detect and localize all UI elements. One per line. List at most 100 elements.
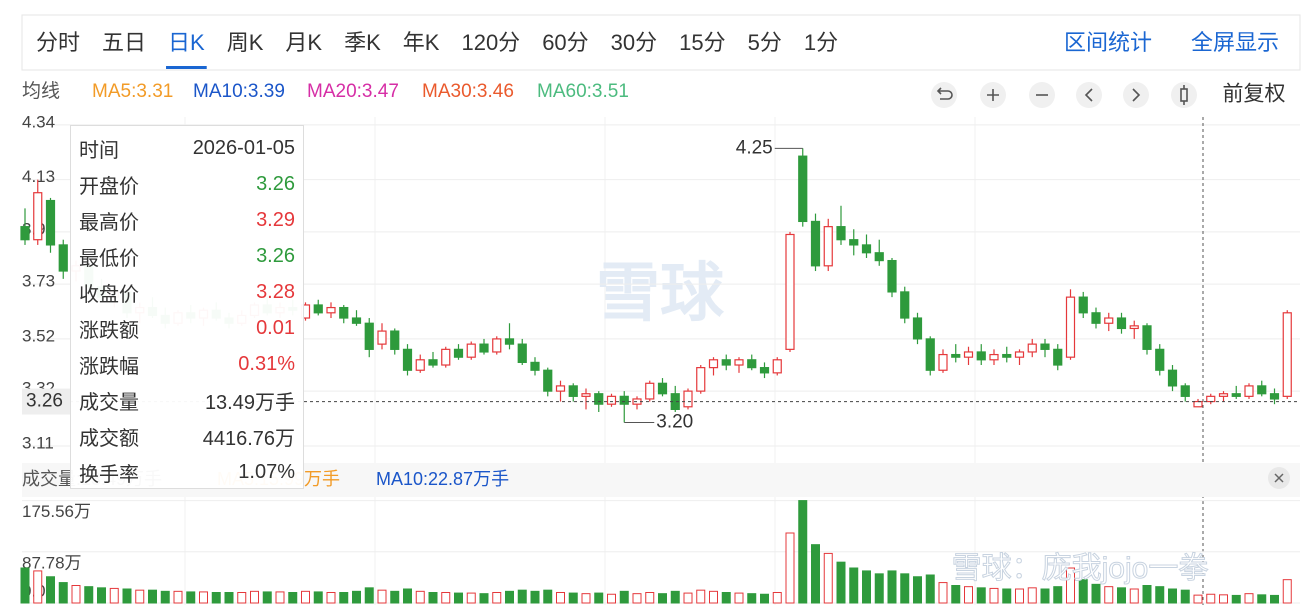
volume-bar [403, 588, 412, 604]
candle-body [785, 233, 795, 350]
tab[interactable]: 60分 [542, 30, 588, 55]
volume-bar [288, 592, 298, 604]
candle-body [708, 359, 719, 369]
candle-body [938, 353, 948, 371]
candle-body [58, 244, 68, 272]
tooltip-label: 时间 [79, 139, 119, 162]
volume-bar [1180, 589, 1190, 604]
candle-button[interactable] [1171, 82, 1197, 108]
volume-bar [262, 591, 272, 604]
volume-bar [352, 590, 361, 604]
fullscreen[interactable]: 全屏显示 [1191, 30, 1279, 55]
volume-bar [1066, 567, 1075, 604]
candle-body [645, 382, 655, 400]
close-icon [1274, 473, 1284, 483]
volume-bar [1270, 594, 1279, 604]
left-button[interactable] [1076, 82, 1102, 108]
candle-body [1206, 395, 1216, 403]
candle-body [1065, 296, 1076, 358]
volume-bar [913, 576, 922, 604]
tooltip-row: 换手率 1.07% [79, 454, 295, 490]
volume-bar [747, 593, 757, 604]
candle-body [1091, 312, 1101, 324]
volume-bar [862, 570, 871, 604]
volume-bar [1257, 594, 1267, 604]
tooltip-value: 4416.76万 [202, 427, 295, 450]
volume-bar [938, 582, 948, 604]
right-button[interactable] [1123, 82, 1149, 108]
volume-bar [849, 567, 859, 604]
tab[interactable]: 120分 [461, 30, 520, 55]
range-stats[interactable]: 区间统计 [1064, 30, 1152, 55]
candle-body [849, 239, 859, 246]
tooltip-value: 2026-01-05 [192, 136, 295, 159]
volume-bar [326, 592, 336, 604]
candle-body [1282, 312, 1292, 397]
y-tick-label: 4.13 [22, 167, 55, 186]
volume-bar [709, 590, 718, 604]
adjust-mode[interactable]: 前复权 [1223, 83, 1286, 106]
volume-bar [109, 587, 119, 604]
ma-legend: MA10:3.39 [193, 81, 285, 102]
volume-bar [1244, 593, 1254, 604]
tab[interactable]: 季K [344, 30, 381, 55]
volume-bar [951, 585, 961, 604]
candle-body [20, 226, 30, 241]
tab-bar [21, 14, 1301, 71]
tab[interactable]: 五日 [102, 30, 146, 55]
candle-body [1142, 325, 1152, 350]
volume-bar [1015, 588, 1024, 604]
volume-bar [1040, 588, 1050, 604]
candle-body [504, 338, 515, 345]
tooltip-row: 开盘价 3.26 [79, 166, 295, 202]
volume-bar [71, 585, 81, 604]
candle-body [479, 343, 489, 353]
y-tick-label: 87.78万 [22, 553, 82, 572]
volume-bar [466, 592, 476, 604]
undo-button[interactable] [931, 82, 957, 108]
candle-body [364, 322, 374, 350]
volume-bar [836, 561, 846, 604]
volume-bar [364, 587, 374, 604]
volume-bar [1078, 579, 1088, 604]
tab[interactable]: 年K [403, 30, 440, 55]
candle-body [594, 393, 604, 405]
volume-bar [1027, 587, 1037, 604]
ma-legend: MA30:3.46 [422, 81, 514, 102]
candle-body [1014, 351, 1025, 358]
tab[interactable]: 月K [285, 30, 322, 55]
volume-bar [1155, 586, 1165, 604]
candle-body [759, 367, 770, 374]
candle-body [326, 306, 336, 314]
tooltip-label: 成交额 [79, 427, 139, 450]
volume-bar [760, 593, 769, 604]
tab[interactable]: 周K [227, 30, 264, 55]
volume-bar [58, 582, 68, 604]
tab[interactable]: 15分 [679, 30, 725, 55]
candle-body [951, 353, 961, 358]
candle-body [441, 348, 451, 366]
volume-bar [1104, 586, 1114, 604]
candle-body [874, 252, 884, 262]
volume-bar [1219, 594, 1228, 604]
tooltip-value: 3.26 [256, 172, 295, 195]
candle-body [1027, 343, 1037, 353]
tooltip-label: 收盘价 [79, 283, 139, 306]
candle-body [963, 351, 974, 358]
volume-bar [530, 590, 540, 604]
tab[interactable]: 分时 [36, 30, 80, 55]
tooltip-label: 最低价 [79, 247, 139, 270]
tooltip-label: 换手率 [79, 463, 139, 486]
tab[interactable]: 日K [168, 30, 205, 55]
candle-body [492, 338, 502, 353]
volume-bar [1206, 593, 1216, 604]
volume-bar [989, 587, 999, 604]
tooltip-value: 1.07% [238, 460, 295, 483]
tab[interactable]: 30分 [611, 30, 657, 55]
volume-bar [84, 586, 94, 604]
volume-bar [658, 593, 667, 604]
volume-bar [46, 576, 55, 604]
tab[interactable]: 1分 [804, 30, 838, 55]
tab[interactable]: 5分 [748, 30, 782, 55]
candle-body [747, 359, 757, 369]
